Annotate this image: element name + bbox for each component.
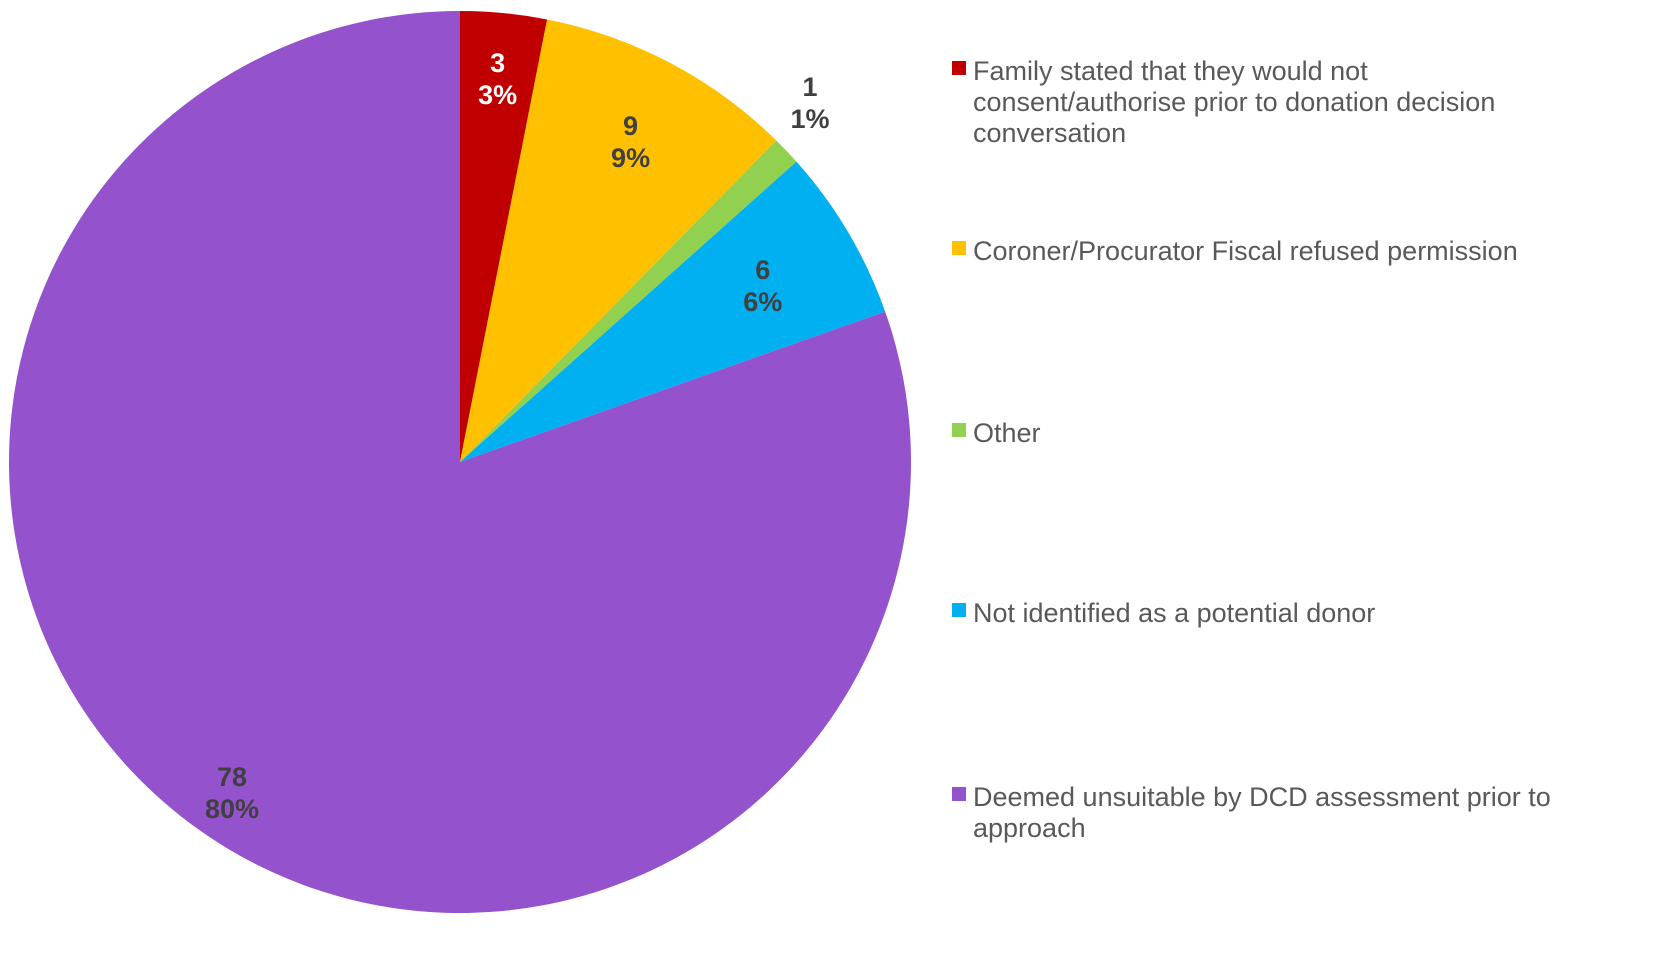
slice-value: 3: [490, 48, 505, 78]
slice-data-label: 9 9%: [611, 111, 650, 173]
legend-swatch: [952, 423, 966, 437]
slice-value: 1: [802, 72, 817, 102]
pie-slice: [460, 161, 886, 462]
slice-percent: 1%: [790, 104, 829, 134]
legend-label: Not identified as a potential donor: [973, 598, 1376, 628]
pie-slice: [460, 11, 548, 462]
legend-swatch: [952, 241, 966, 255]
pie-slice: [460, 140, 797, 462]
slice-percent: 80%: [205, 794, 259, 824]
slice-value: 9: [623, 111, 638, 141]
slice-value: 6: [755, 255, 770, 285]
legend-label: Coroner/Procurator Fiscal refused permis…: [973, 236, 1518, 266]
pie-slice: [9, 11, 912, 914]
legend-item: Family stated that they would not consen…: [952, 56, 1495, 149]
legend-item: Not identified as a potential donor: [952, 598, 1375, 629]
slice-percent: 3%: [478, 80, 517, 110]
slice-percent: 9%: [611, 143, 650, 173]
pie-slice: [460, 19, 777, 462]
slice-data-label: 78 80%: [205, 762, 259, 824]
slice-data-label: 3 3%: [478, 48, 517, 110]
legend-label: Family stated that they would not consen…: [973, 56, 1496, 148]
pie-slices: [9, 11, 912, 914]
legend-swatch: [952, 61, 966, 75]
legend-label: Deemed unsuitable by DCD assessment prio…: [973, 782, 1551, 843]
legend-swatch: [952, 603, 966, 617]
legend-item: Deemed unsuitable by DCD assessment prio…: [952, 782, 1551, 844]
legend: Family stated that they would not consen…: [952, 0, 1652, 963]
slice-data-label: 1 1%: [790, 72, 829, 134]
slice-percent: 6%: [743, 287, 782, 317]
legend-item: Other: [952, 418, 1041, 449]
legend-label: Other: [973, 418, 1041, 448]
slice-value: 78: [217, 762, 247, 792]
legend-item: Coroner/Procurator Fiscal refused permis…: [952, 236, 1518, 267]
slice-data-label: 6 6%: [743, 255, 782, 317]
pie-data-labels: 3 3% 9 9% 1 1% 6 6% 78 80%: [205, 48, 830, 824]
legend-swatch: [952, 787, 966, 801]
